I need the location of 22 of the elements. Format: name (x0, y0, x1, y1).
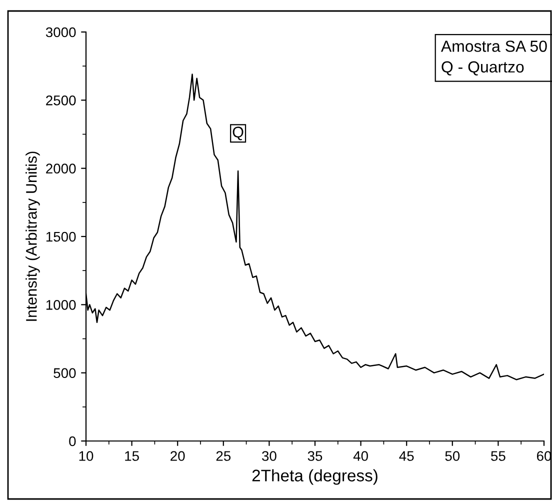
y-tick-label: 1500 (46, 232, 76, 242)
annotation: Amostra SA 50 Q - Quartzo (440, 40, 547, 76)
y-tick-label: 2500 (46, 96, 76, 106)
x-tick-label: 55 (491, 451, 506, 461)
x-tick-label: 30 (262, 451, 276, 461)
y-tick-label: 0 (69, 436, 76, 446)
x-tick-label: 25 (216, 451, 231, 461)
x-tick-label: 10 (79, 451, 94, 461)
y-tick-label: 1000 (46, 300, 76, 310)
x-tick-label: 45 (399, 451, 414, 461)
y-tick-label: 500 (54, 368, 76, 378)
x-tick-label: 60 (536, 451, 552, 461)
y-tick-label: 2000 (46, 164, 76, 174)
y-axis-title: Intensity (Arbitrary Unitis) (26, 152, 40, 321)
x-tick-label: 50 (445, 451, 460, 461)
x-tick-label: 40 (353, 451, 368, 461)
y-tick-label: 3000 (46, 27, 76, 38)
x-tick-label: 35 (308, 451, 322, 461)
x-axis-title: 2Theta (degress) (252, 469, 378, 485)
x-tick-label: 15 (125, 451, 139, 461)
annotation: Q (232, 126, 244, 140)
x-tick-label: 20 (170, 451, 185, 461)
